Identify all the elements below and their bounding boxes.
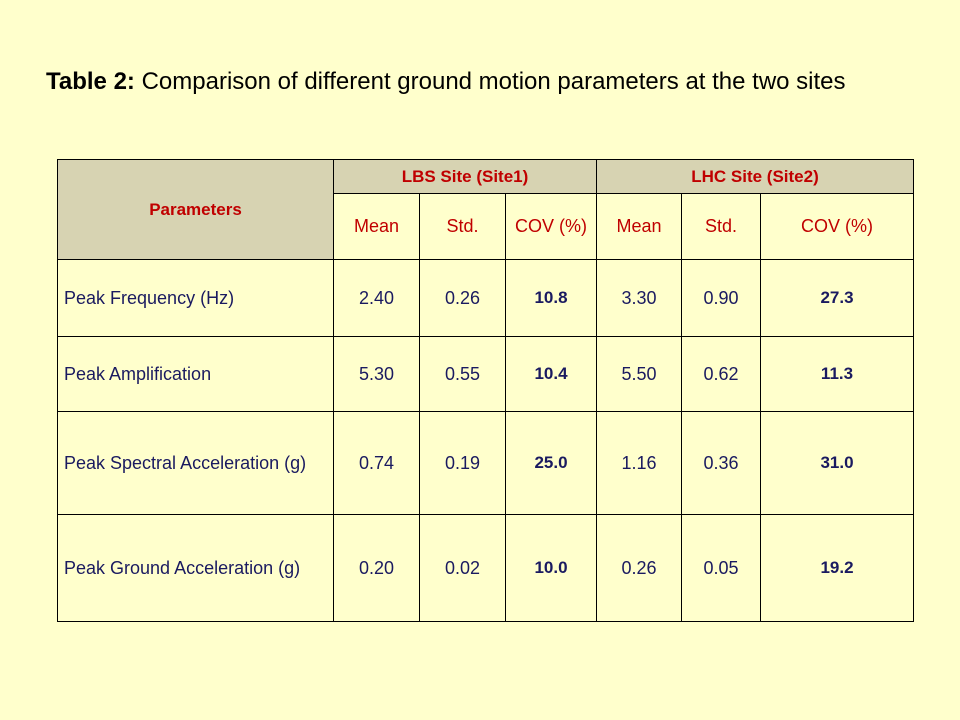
table-caption: Comparison of different ground motion pa… bbox=[141, 68, 846, 95]
site1-std-cell: 0.19 bbox=[419, 411, 506, 515]
site1-cov-cell: 10.4 bbox=[505, 336, 597, 412]
row-parameter: Peak Ground Acceleration (g) bbox=[57, 514, 334, 622]
site2-mean-cell: 3.30 bbox=[596, 259, 682, 337]
table-number-label: Table 2: bbox=[46, 68, 135, 95]
site2-mean-header: Mean bbox=[596, 193, 682, 260]
site2-mean-cell: 0.26 bbox=[596, 514, 682, 622]
site2-cov-cell: 19.2 bbox=[760, 514, 914, 622]
site1-header: LBS Site (Site1) bbox=[333, 159, 597, 194]
site2-std-header: Std. bbox=[681, 193, 761, 260]
table-title: Table 2: Comparison of different ground … bbox=[46, 68, 846, 96]
site2-cov-cell: 31.0 bbox=[760, 411, 914, 515]
site2-mean-cell: 5.50 bbox=[596, 336, 682, 412]
site2-mean-cell: 1.16 bbox=[596, 411, 682, 515]
table-row: Peak Ground Acceleration (g) 0.20 0.02 1… bbox=[57, 514, 914, 622]
table-row: Peak Spectral Acceleration (g) 0.74 0.19… bbox=[57, 411, 914, 515]
site1-mean-cell: 2.40 bbox=[333, 259, 420, 337]
row-parameter: Peak Amplification bbox=[57, 336, 334, 412]
table-row: Peak Amplification 5.30 0.55 10.4 5.50 0… bbox=[57, 336, 914, 412]
site2-std-cell: 0.36 bbox=[681, 411, 761, 515]
site1-std-header: Std. bbox=[419, 193, 506, 260]
site1-cov-header: COV (%) bbox=[505, 193, 597, 260]
table-row: Peak Frequency (Hz) 2.40 0.26 10.8 3.30 … bbox=[57, 259, 914, 337]
row-parameter: Peak Spectral Acceleration (g) bbox=[57, 411, 334, 515]
site1-std-cell: 0.26 bbox=[419, 259, 506, 337]
site1-mean-cell: 5.30 bbox=[333, 336, 420, 412]
site1-std-cell: 0.02 bbox=[419, 514, 506, 622]
site1-cov-cell: 10.0 bbox=[505, 514, 597, 622]
site2-std-cell: 0.62 bbox=[681, 336, 761, 412]
parameters-header: Parameters bbox=[57, 159, 334, 260]
site2-std-cell: 0.90 bbox=[681, 259, 761, 337]
site2-std-cell: 0.05 bbox=[681, 514, 761, 622]
site2-cov-cell: 27.3 bbox=[760, 259, 914, 337]
site2-cov-header: COV (%) bbox=[760, 193, 914, 260]
site2-cov-cell: 11.3 bbox=[760, 336, 914, 412]
site1-mean-cell: 0.20 bbox=[333, 514, 420, 622]
site2-header: LHC Site (Site2) bbox=[596, 159, 914, 194]
site1-cov-cell: 10.8 bbox=[505, 259, 597, 337]
site1-cov-cell: 25.0 bbox=[505, 411, 597, 515]
site1-std-cell: 0.55 bbox=[419, 336, 506, 412]
site1-mean-cell: 0.74 bbox=[333, 411, 420, 515]
site1-mean-header: Mean bbox=[333, 193, 420, 260]
row-parameter: Peak Frequency (Hz) bbox=[57, 259, 334, 337]
ground-motion-table: Parameters LBS Site (Site1) LHC Site (Si… bbox=[57, 159, 914, 622]
